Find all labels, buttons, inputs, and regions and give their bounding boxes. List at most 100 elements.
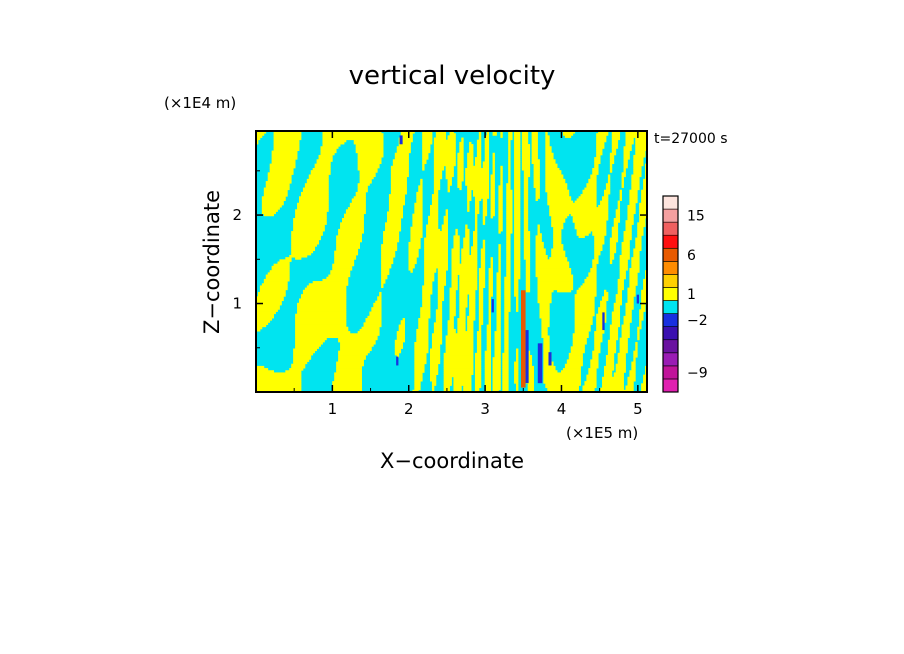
field-positive-region [420, 183, 423, 186]
field-positive-region [619, 337, 628, 341]
field-positive-region [334, 261, 355, 265]
field-positive-region [474, 385, 482, 389]
field-positive-region [433, 185, 441, 188]
field-positive-region [609, 328, 619, 332]
field-positive-region [474, 370, 482, 373]
field-positive-region [623, 163, 628, 167]
field-positive-region [535, 235, 542, 238]
field-positive-region [443, 359, 474, 362]
field-positive-region [295, 328, 349, 332]
field-positive-region [516, 359, 519, 362]
field-positive-region [633, 350, 638, 354]
field-positive-region [336, 363, 364, 367]
field-positive-region [543, 346, 550, 349]
field-positive-region [596, 144, 605, 147]
field-positive-region [574, 318, 593, 321]
field-strong-feature [602, 312, 605, 331]
field-positive-region [617, 202, 621, 206]
field-positive-region [631, 181, 640, 184]
field-positive-region [516, 350, 519, 354]
field-positive-region [484, 355, 492, 358]
field-positive-region [504, 296, 511, 299]
field-positive-region [478, 274, 486, 278]
field-positive-region [613, 307, 621, 310]
field-positive-region [474, 228, 478, 232]
field-positive-region [629, 194, 638, 197]
field-positive-region [514, 146, 521, 149]
field-positive-region [293, 357, 312, 360]
field-positive-region [451, 281, 458, 284]
field-positive-region [430, 204, 439, 208]
field-positive-region [467, 154, 474, 158]
field-positive-region [291, 252, 312, 256]
field-positive-region [516, 307, 519, 310]
field-positive-region [621, 183, 624, 186]
field-positive-region [467, 157, 474, 160]
field-positive-region [410, 233, 423, 236]
field-positive-region [516, 387, 519, 391]
field-positive-region [353, 141, 384, 145]
field-positive-region [435, 131, 447, 134]
field-positive-region [424, 246, 448, 249]
field-positive-region [514, 144, 521, 147]
field-positive-region [297, 307, 347, 310]
field-positive-region [457, 172, 464, 175]
field-positive-region [609, 239, 619, 243]
field-positive-region [627, 215, 634, 219]
field-positive-region [631, 178, 640, 182]
field-positive-region [297, 204, 329, 208]
field-positive-region [639, 320, 642, 323]
field-positive-region [336, 361, 364, 365]
field-positive-region [459, 289, 476, 293]
field-positive-region [261, 209, 278, 212]
field-positive-region [467, 320, 474, 323]
field-positive-region [523, 254, 531, 258]
field-positive-region [474, 211, 480, 215]
field-strong-feature [636, 294, 639, 304]
field-positive-region [523, 202, 529, 206]
field-positive-region [619, 339, 628, 343]
field-positive-region [437, 270, 447, 273]
field-positive-region [449, 311, 456, 315]
field-positive-region [451, 259, 460, 262]
field-positive-region [557, 289, 572, 293]
field-positive-region [383, 231, 400, 234]
field-positive-region [381, 272, 390, 275]
field-positive-region [506, 196, 513, 199]
field-positive-region [414, 365, 425, 369]
field-positive-region [478, 281, 486, 284]
field-positive-region [637, 337, 640, 341]
field-positive-region [574, 298, 595, 302]
field-positive-region [631, 361, 636, 365]
field-positive-region [533, 181, 540, 184]
field-positive-region [465, 181, 490, 184]
field-positive-region [476, 348, 482, 352]
field-positive-region [322, 137, 384, 141]
field-positive-region [521, 165, 531, 169]
field-positive-region [396, 331, 405, 334]
field-positive-region [514, 204, 521, 208]
field-positive-region [615, 363, 626, 367]
field-positive-region [613, 302, 622, 306]
field-positive-region [408, 252, 419, 256]
field-positive-region [627, 291, 636, 295]
field-positive-region [590, 176, 597, 180]
field-positive-region [506, 218, 513, 221]
field-positive-region [525, 378, 535, 382]
field-positive-region [412, 213, 423, 217]
field-positive-region [465, 172, 490, 175]
field-positive-region [480, 263, 486, 267]
field-positive-region [476, 344, 482, 347]
field-positive-region [506, 233, 511, 236]
field-positive-region [424, 281, 433, 284]
field-positive-region [465, 231, 470, 234]
field-positive-region [474, 159, 482, 162]
field-positive-region [596, 133, 609, 136]
field-positive-region [398, 324, 405, 328]
field-positive-region [492, 131, 497, 134]
field-positive-region [457, 318, 466, 321]
field-positive-region [386, 218, 402, 221]
field-positive-region [617, 291, 622, 295]
field-positive-region [430, 376, 437, 380]
field-positive-region [492, 172, 495, 175]
